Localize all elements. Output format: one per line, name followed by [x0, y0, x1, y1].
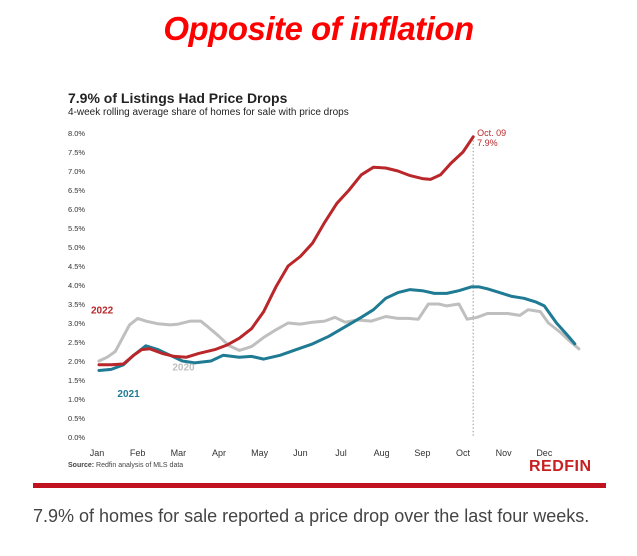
x-tick-label: Feb: [130, 448, 146, 458]
y-tick-label: 4.0%: [68, 281, 85, 290]
y-tick-label: 2.5%: [68, 338, 85, 347]
divider-rule: [33, 483, 606, 488]
x-tick-label: Jul: [335, 448, 347, 458]
series-label-2021: 2021: [117, 389, 140, 400]
x-tick-label: Apr: [212, 448, 226, 458]
series-line-2021: [97, 285, 577, 372]
y-tick-label: 3.0%: [68, 319, 85, 328]
headline: Opposite of inflation: [163, 10, 474, 47]
y-tick-label: 0.5%: [68, 414, 85, 423]
x-tick-label: Aug: [374, 448, 390, 458]
y-tick-label: 5.0%: [68, 243, 85, 252]
y-tick-label: 0.0%: [68, 433, 85, 442]
y-tick-label: 8.0%: [68, 129, 85, 138]
caption: 7.9% of homes for sale reported a price …: [33, 506, 590, 526]
annotation-value-label: 7.9%: [477, 138, 498, 148]
series-label-2020: 2020: [172, 363, 195, 374]
x-tick-label: Dec: [536, 448, 553, 458]
line-chart: 0.0% 0.5% 1.0% 1.5% 2.0% 2.5% 3.0% 3.5% 4.0% 4.5%…: [68, 128, 581, 458]
y-tick-label: 4.5%: [68, 262, 85, 271]
y-tick-label: 6.5%: [68, 186, 85, 195]
y-tick-label: 1.0%: [68, 395, 85, 404]
y-tick-label: 1.5%: [68, 376, 85, 385]
series-label-2022: 2022: [91, 306, 114, 317]
x-tick-label: Mar: [171, 448, 187, 458]
x-tick-label: Jun: [293, 448, 308, 458]
y-tick-label: 3.5%: [68, 300, 85, 309]
y-tick-label: 7.5%: [68, 148, 85, 157]
source-note: Source: Redfin analysis of MLS data: [68, 462, 183, 469]
x-tick-label: Nov: [496, 448, 513, 458]
chart-subtitle: 4-week rolling average share of homes fo…: [68, 107, 349, 118]
x-tick-label: Jan: [90, 448, 105, 458]
y-tick-label: 7.0%: [68, 167, 85, 176]
y-tick-label: 6.0%: [68, 205, 85, 214]
x-tick-label: Oct: [456, 448, 471, 458]
chart-title: 7.9% of Listings Had Price Drops: [68, 90, 288, 106]
series-line-2022: [97, 135, 475, 367]
annotation-date-label: Oct. 09: [477, 128, 506, 138]
source-label: Source:: [68, 462, 95, 469]
x-tick-label: May: [251, 448, 269, 458]
redfin-logo: REDFIN: [529, 458, 592, 475]
series-line-2020: [97, 302, 581, 363]
y-tick-label: 2.0%: [68, 357, 85, 366]
y-tick-label: 5.5%: [68, 224, 85, 233]
source-text: Redfin analysis of MLS data: [96, 462, 184, 469]
x-tick-label: Sep: [414, 448, 430, 458]
